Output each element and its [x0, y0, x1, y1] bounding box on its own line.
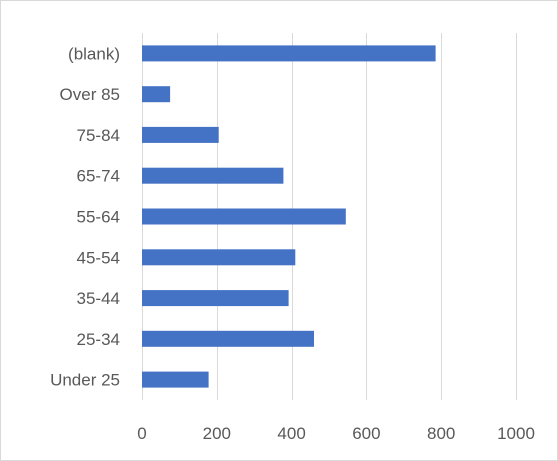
bar — [142, 86, 171, 103]
bars — [142, 45, 436, 388]
x-tick-label: 0 — [137, 424, 146, 443]
bar — [142, 371, 209, 388]
bar — [142, 45, 436, 62]
category-label: 55-64 — [77, 208, 120, 227]
bar — [142, 330, 314, 347]
bar — [142, 208, 346, 225]
value-axis-labels: 0 200 400 600 800 1000 — [137, 424, 535, 443]
category-label: (blank) — [68, 44, 120, 63]
category-label: Over 85 — [60, 85, 120, 104]
category-label: 65-74 — [77, 167, 120, 186]
category-label: 25-34 — [77, 330, 120, 349]
category-label: 75-84 — [77, 126, 120, 145]
x-tick-label: 800 — [427, 424, 455, 443]
bar — [142, 290, 289, 307]
category-label: 45-54 — [77, 248, 120, 267]
x-tick-label: 400 — [277, 424, 305, 443]
x-tick-label: 1000 — [497, 424, 535, 443]
bar — [142, 126, 219, 143]
bar — [142, 167, 284, 184]
x-tick-label: 200 — [203, 424, 231, 443]
category-label: Under 25 — [50, 371, 120, 390]
x-tick-label: 600 — [352, 424, 380, 443]
category-label: 35-44 — [77, 289, 120, 308]
category-axis-labels: Under 25 25-34 35-44 45-54 55-64 65-74 75-84 Ov… — [50, 44, 120, 389]
bar — [142, 249, 296, 266]
